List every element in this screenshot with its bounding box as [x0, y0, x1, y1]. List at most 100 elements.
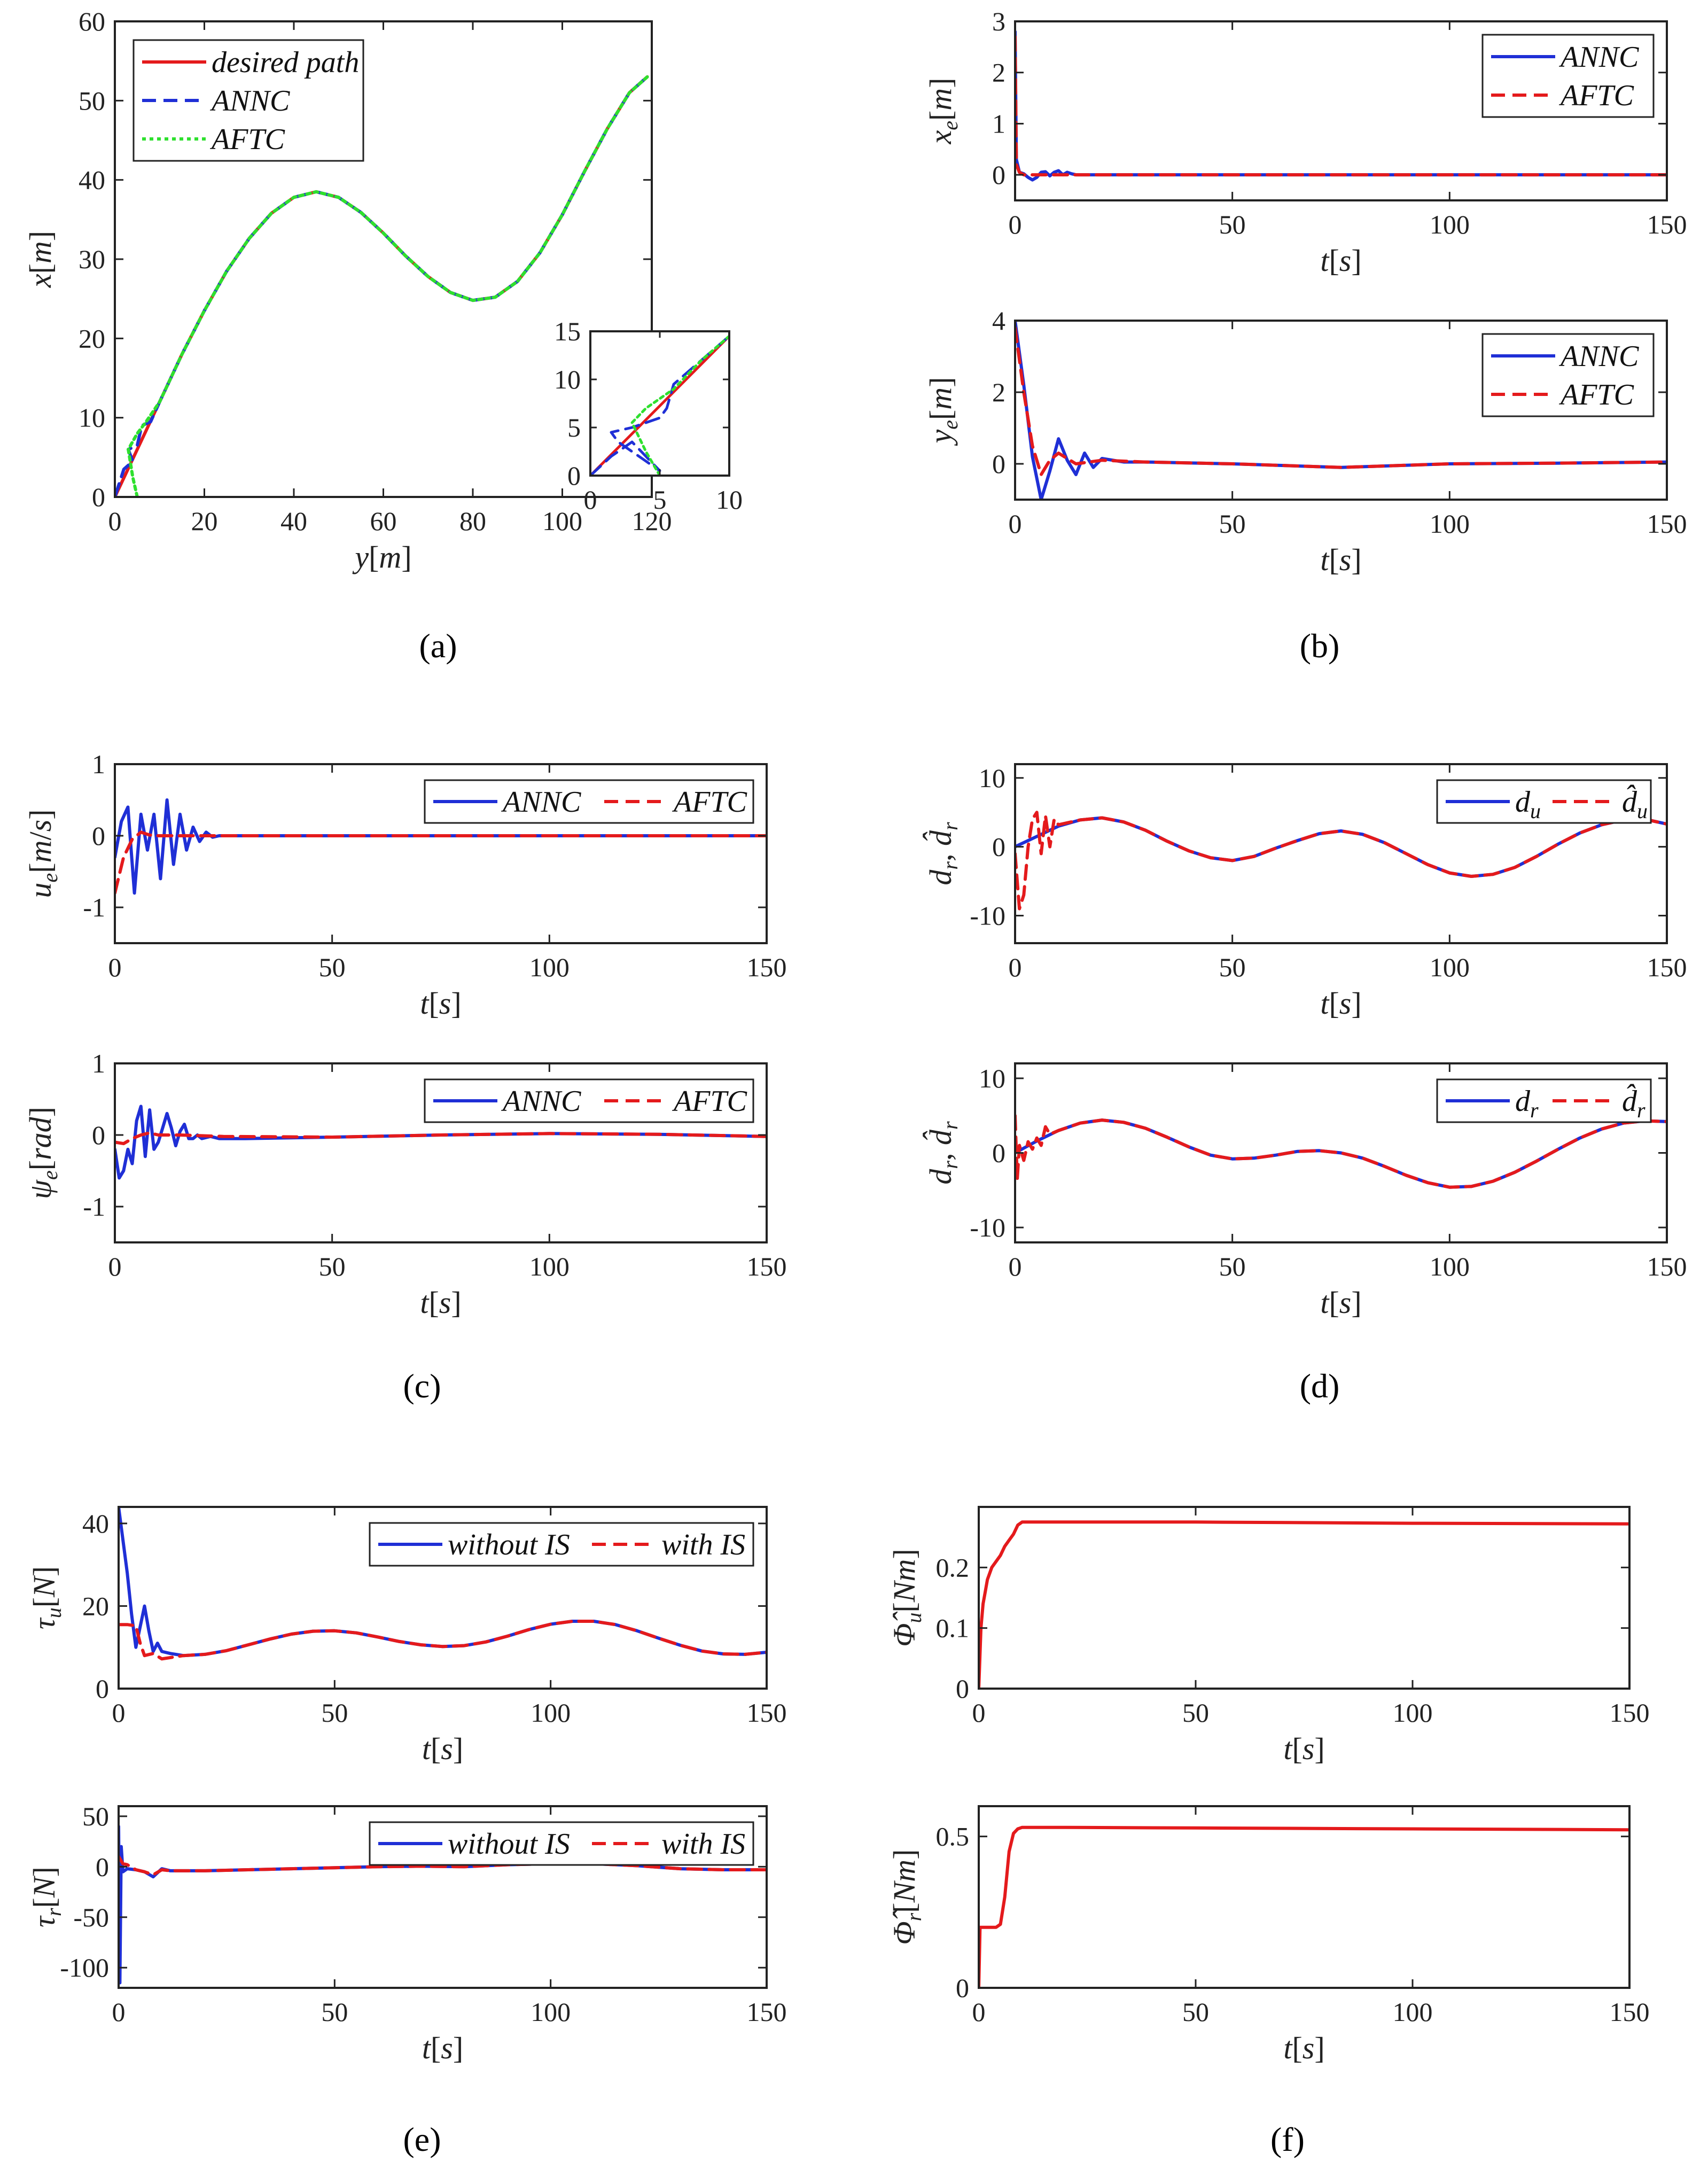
label-subscript: r [1530, 1098, 1539, 1122]
y-tick-label: 3 [992, 6, 1005, 36]
plot-frame [118, 1805, 768, 1989]
y-tick-label: 15 [554, 316, 581, 346]
label-symbol: w [661, 1528, 681, 1561]
series-group [979, 1520, 1629, 1689]
x-tick-label: 150 [1610, 1997, 1650, 2027]
label-symbol: I [544, 1528, 556, 1561]
legend-label: with IS [661, 1528, 745, 1561]
x-axis-label: t[s] [1283, 1731, 1324, 1766]
label-symbol: t [1320, 542, 1330, 577]
x-tick-label: 60 [370, 506, 397, 536]
series-group [115, 75, 649, 497]
legend-label: AFTC [1558, 378, 1634, 411]
x-tick-label: 80 [459, 506, 486, 536]
label-part: ] [1351, 1285, 1361, 1320]
label-part: [ [428, 1285, 439, 1320]
label-part: [ [887, 1602, 922, 1612]
label-part: , [923, 846, 958, 861]
label-symbol: t [529, 1528, 538, 1561]
y-tick-label: 0 [96, 1852, 109, 1882]
series-line-2 [115, 830, 767, 895]
label-part: ] [27, 1867, 61, 1877]
label-symbol: F [691, 1085, 711, 1118]
label-symbol: t [336, 46, 345, 79]
y-axis-label: ye​[m] [923, 377, 962, 446]
x-tick-label: 0 [108, 952, 122, 982]
label-symbol: τ [27, 1915, 61, 1927]
label-part [299, 46, 306, 79]
label-part: [ [1329, 243, 1339, 278]
label-part: ] [923, 77, 958, 88]
plot-frame [114, 763, 768, 944]
legend-label: ANNC [1558, 41, 1639, 74]
x-axis-label: t[s] [1320, 1285, 1361, 1320]
label-part: ] [1351, 542, 1361, 577]
label-symbol: F [1578, 79, 1597, 112]
label-part: [ [23, 263, 58, 274]
legend-label: without IS [448, 1528, 570, 1561]
label-symbol: t [1283, 1731, 1293, 1766]
legend-box [1481, 34, 1655, 118]
x-tick-label: 150 [1647, 952, 1687, 982]
label-symbol: u [514, 1828, 529, 1861]
legend-box [1481, 333, 1655, 417]
label-part: ] [451, 1285, 461, 1320]
y-tick-label: 1 [92, 749, 105, 779]
y-tick-label: 0 [992, 832, 1005, 862]
y-tick-label: -1 [83, 1192, 105, 1222]
label-symbol: w [448, 1828, 467, 1861]
x-tick-label: 40 [280, 506, 307, 536]
label-symbol: i [467, 1528, 476, 1561]
label-symbol: i [681, 1828, 690, 1861]
legend-label: AFTC [672, 1085, 747, 1118]
label-symbol: C [561, 1085, 581, 1118]
label-subscript: r [42, 1908, 66, 1916]
y-tick-label: 2 [992, 58, 1005, 88]
legend-label: ANNC [501, 786, 581, 819]
y-tick-label: 5 [567, 413, 581, 442]
label-symbol: N [1578, 41, 1600, 74]
x-tick-label: 50 [1182, 1698, 1209, 1728]
label-symbol: d [923, 1169, 958, 1185]
label-symbol: τ [27, 1617, 61, 1629]
y-axis-label: Φ̂r​[Nm] [887, 1849, 926, 1945]
label-symbol: N [887, 1880, 922, 1903]
label-subscript: u [42, 1607, 66, 1618]
label-symbol: s [1303, 1731, 1315, 1766]
label-symbol: s [441, 1731, 453, 1766]
x-tick-label: 100 [529, 1251, 570, 1281]
label-symbol: N [541, 1085, 563, 1118]
series-line-1 [115, 798, 767, 895]
series-group [115, 798, 767, 895]
label-part: [ [369, 540, 379, 574]
x-axis-label: t[s] [1283, 2031, 1324, 2065]
label-symbol: t [476, 1828, 485, 1861]
label-symbol: s [1339, 542, 1352, 577]
y-tick-label: 30 [79, 244, 105, 274]
label-symbol: m [923, 88, 958, 111]
label-symbol: I [544, 1828, 556, 1861]
label-symbol: t [1320, 1285, 1330, 1320]
y-tick-label: -10 [970, 1212, 1005, 1242]
label-subscript: r [938, 1121, 962, 1130]
x-tick-label: 0 [1009, 209, 1022, 239]
x-tick-label: 100 [529, 952, 570, 982]
x-tick-label: 100 [531, 1698, 571, 1728]
label-symbol: t [420, 1285, 430, 1320]
legend: without IS with IS [369, 1821, 754, 1866]
label-symbol: C [727, 786, 747, 819]
x-tick-label: 5 [653, 485, 667, 515]
label-symbol: o [499, 1828, 514, 1861]
y-axis-label: xe​[m] [923, 77, 962, 144]
series-group [979, 1825, 1629, 1988]
label-symbol: C [561, 786, 581, 819]
x-tick-label: 0 [1009, 1251, 1022, 1281]
y-tick-label: 0.2 [936, 1552, 970, 1582]
panel-caption: (c) [403, 1367, 441, 1405]
label-symbol: i [252, 46, 260, 79]
x-tick-label: 100 [1393, 1997, 1433, 2027]
